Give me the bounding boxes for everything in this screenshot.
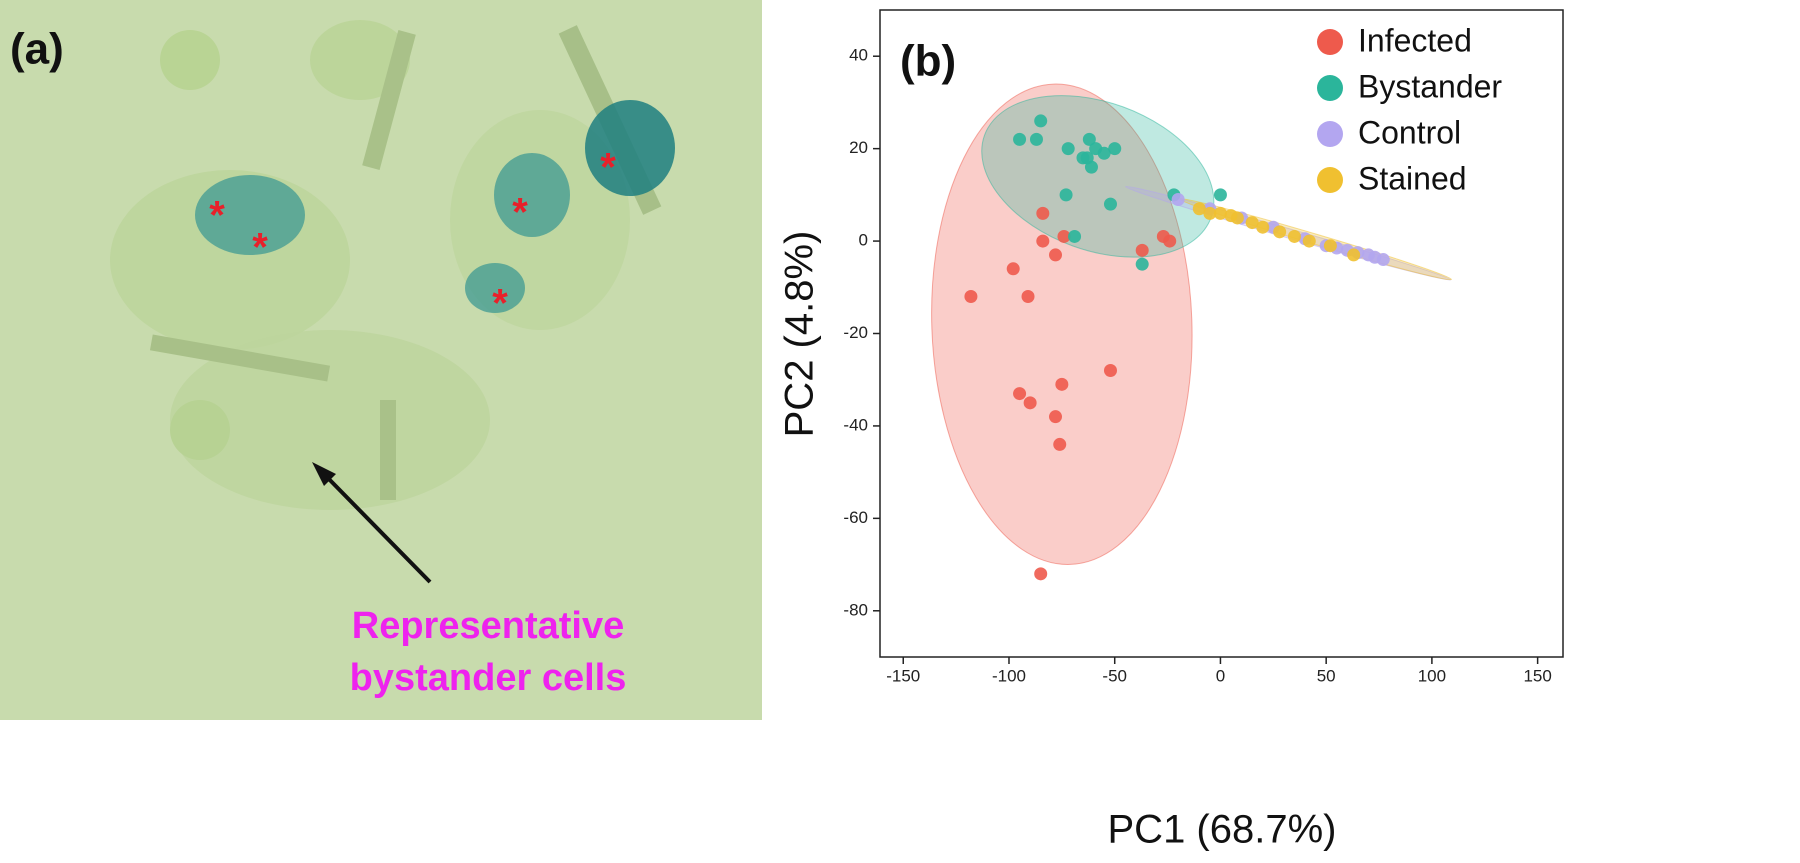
point (1053, 437, 1067, 451)
asterisk: * (492, 282, 508, 326)
asterisk: * (600, 146, 616, 190)
x-tick-label: 50 (1317, 666, 1336, 685)
point (1013, 387, 1027, 401)
point (1068, 229, 1082, 243)
stained-cell (465, 263, 525, 313)
y-tick-label: 20 (849, 138, 868, 157)
y-tick-label: 40 (849, 46, 868, 65)
point (1171, 192, 1185, 206)
y-tick-label: 0 (859, 231, 868, 250)
point (1135, 243, 1149, 257)
annotation: bystander cells (350, 657, 627, 699)
point (1347, 248, 1361, 262)
point (1080, 151, 1094, 165)
x-tick-label: -100 (992, 666, 1026, 685)
legend-label: Bystander (1358, 68, 1502, 104)
cell (170, 400, 230, 460)
point (1021, 290, 1035, 304)
x-tick-label: 100 (1418, 666, 1446, 685)
point (1049, 248, 1063, 262)
stained-cell (494, 153, 570, 237)
point (1376, 253, 1390, 267)
point (1287, 229, 1301, 243)
legend-marker (1317, 29, 1343, 55)
x-tick-label: 150 (1523, 666, 1551, 685)
point (1192, 202, 1206, 216)
arrow-head (312, 462, 336, 486)
legend-marker (1317, 75, 1343, 101)
y-tick-label: -40 (843, 415, 868, 434)
point (1213, 206, 1227, 220)
y-tick-label: -20 (843, 323, 868, 342)
point (1055, 377, 1069, 391)
point (1036, 234, 1050, 248)
crystal (380, 400, 396, 500)
point (1213, 188, 1227, 202)
crystal (149, 334, 331, 382)
annotation: Representative (352, 605, 624, 647)
crystal (362, 30, 416, 170)
legend-marker (1317, 167, 1343, 193)
point (1135, 257, 1149, 271)
point (1029, 132, 1043, 146)
panel-label: (b) (900, 37, 956, 86)
cell (160, 30, 220, 90)
micrograph: (a) * * * * * Representative bystander c… (0, 0, 762, 720)
point (1023, 396, 1037, 410)
x-tick-label: 0 (1216, 666, 1225, 685)
point (1061, 142, 1075, 156)
point (1245, 216, 1259, 230)
point (1082, 132, 1096, 146)
point (1302, 234, 1316, 248)
cell (310, 20, 410, 100)
y-tick-label: -60 (843, 508, 868, 527)
point (1256, 220, 1270, 234)
point (1006, 262, 1020, 276)
confidence-ellipse (931, 83, 1193, 565)
asterisk: * (252, 226, 268, 270)
point (1103, 197, 1117, 211)
point (1273, 225, 1287, 239)
point (964, 290, 978, 304)
x-axis-label: PC1 (68.7%) (1108, 808, 1337, 852)
legend-label: Control (1358, 114, 1461, 150)
x-tick-label: -50 (1102, 666, 1127, 685)
stained-cell (195, 175, 305, 255)
point (1097, 146, 1111, 160)
point (1034, 114, 1048, 128)
cell (170, 330, 490, 510)
point (1034, 567, 1048, 581)
asterisk: * (209, 194, 225, 238)
legend-marker (1317, 121, 1343, 147)
y-tick-label: -80 (843, 600, 868, 619)
point (1036, 206, 1050, 220)
arrow-line (320, 470, 432, 584)
legend-label: Stained (1358, 160, 1467, 196)
point (1103, 363, 1117, 377)
point (1163, 234, 1177, 248)
legend-label: Infected (1358, 22, 1472, 58)
x-tick-label: -150 (886, 666, 920, 685)
panel-label: (a) (10, 25, 64, 74)
point (1059, 188, 1073, 202)
asterisk: * (512, 191, 528, 235)
point (1013, 132, 1027, 146)
point (1049, 410, 1063, 424)
point (1108, 142, 1122, 156)
y-axis-label: PC2 (4.8%) (778, 231, 822, 438)
point (1203, 206, 1217, 220)
point (1323, 239, 1337, 253)
point (1230, 211, 1244, 225)
stained-cell (585, 100, 675, 196)
point (1057, 229, 1071, 243)
